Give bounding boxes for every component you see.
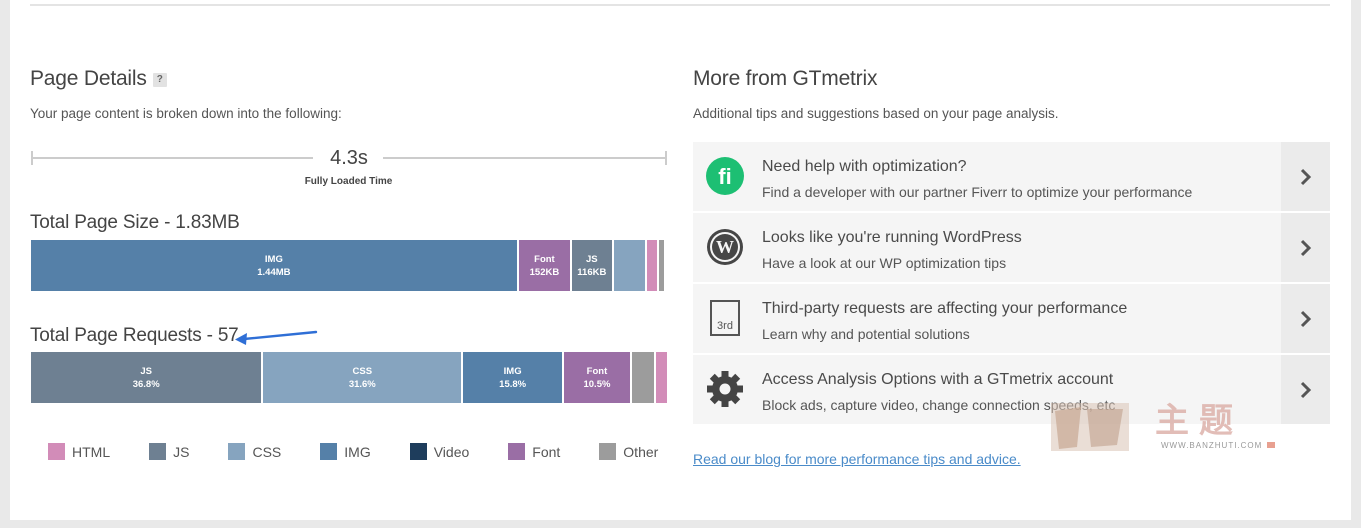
legend-item-css: CSS (228, 443, 281, 460)
legend-swatch (409, 443, 427, 460)
help-icon[interactable]: ? (152, 73, 167, 87)
chevron-right-icon[interactable] (1281, 355, 1330, 424)
annotation-arrow (235, 330, 318, 345)
legend-label: JS (173, 443, 190, 460)
legend-swatch (508, 443, 526, 460)
tip-analysis-options[interactable]: Access Analysis Options with a GTmetrix … (693, 355, 1330, 426)
size-segment-js[interactable]: JS 116KB (572, 240, 612, 291)
total-page-requests-title: Total Page Requests - 57 (30, 325, 239, 346)
chevron-right-icon[interactable] (1281, 213, 1330, 282)
legend-item-other: Other (599, 443, 658, 460)
size-segment-4[interactable] (647, 240, 657, 291)
wordpress-icon: W (707, 229, 743, 265)
legend-swatch (48, 443, 65, 460)
timeline-line-right (383, 157, 667, 159)
tip-title: Need help with optimization? (762, 158, 967, 175)
requests-segment-img[interactable]: IMG 15.8% (463, 352, 563, 403)
tip-title: Third-party requests are affecting your … (762, 300, 1128, 317)
tip-desc: Have a look at our WP optimization tips (762, 255, 1007, 271)
watermark-mark (1267, 442, 1275, 448)
tip-optimization-help[interactable]: fi Need help with optimization? Find a d… (693, 142, 1330, 213)
tips-list: fi Need help with optimization? Find a d… (693, 142, 1330, 426)
segment-value: 31.6% (348, 378, 376, 390)
segment-value: 116KB (577, 266, 607, 278)
tip-title: Access Analysis Options with a GTmetrix … (762, 371, 1114, 388)
segment-value: 10.5% (583, 378, 611, 390)
legend-item-video: Video (409, 443, 470, 460)
legend-label: Other (623, 443, 659, 460)
blog-link[interactable]: Read our blog for more performance tips … (693, 451, 1021, 467)
tip-desc: Learn why and potential solutions (762, 326, 970, 342)
svg-text:fi: fi (718, 164, 731, 189)
svg-text:W: W (716, 237, 734, 257)
third-party-icon: 3rd (710, 300, 740, 336)
legend-item-img: IMG (320, 443, 371, 460)
gear-icon (707, 371, 743, 407)
segment-value: 36.8% (132, 378, 160, 390)
requests-segment-4[interactable] (631, 352, 654, 403)
chevron-right-icon[interactable] (1281, 142, 1330, 211)
segment-label: IMG (264, 253, 283, 265)
chevron-right-icon[interactable] (1281, 284, 1330, 353)
timeline-end-cap (665, 151, 667, 165)
legend-item-font: Font (508, 443, 560, 460)
page-details-title: Page Details? (30, 67, 167, 91)
legend-swatch (599, 443, 617, 460)
tip-desc: Find a developer with our partner Fiverr… (762, 184, 1193, 200)
legend-item-html: HTML (48, 443, 110, 460)
legend-swatch (149, 443, 167, 460)
divider (30, 4, 1330, 6)
segment-label: JS (586, 253, 598, 265)
legend-swatch (228, 443, 246, 460)
page-details-heading: Page Details (30, 67, 147, 90)
segment-label: CSS (352, 365, 373, 377)
size-segment-5[interactable] (658, 240, 664, 291)
segment-value: 1.44MB (257, 266, 291, 278)
segment-value: 15.8% (499, 378, 527, 390)
requests-segment-font[interactable]: Font 10.5% (564, 352, 630, 403)
page-details-description: Your page content is broken down into th… (30, 106, 342, 121)
legend: HTML JS CSS IMG Video Font Other (48, 443, 697, 460)
legend-label: Video (433, 443, 470, 460)
fully-loaded-label: Fully Loaded Time (304, 176, 393, 187)
requests-segment-js[interactable]: JS 36.8% (31, 352, 262, 403)
fiverr-icon: fi (706, 157, 744, 195)
size-segment-font[interactable]: Font 152KB (518, 240, 571, 291)
tip-wordpress[interactable]: W Looks like you're running WordPress Ha… (693, 213, 1330, 284)
tip-third-party[interactable]: 3rd Third-party requests are affecting y… (693, 284, 1330, 355)
size-segment-img[interactable]: IMG 1.44MB (31, 240, 517, 291)
legend-label: CSS (252, 443, 282, 460)
legend-label: Font (532, 443, 561, 460)
segment-value: 152KB (529, 266, 560, 278)
timeline-line-left (31, 157, 313, 159)
legend-label: IMG (344, 443, 371, 460)
legend-item-js: JS (149, 443, 189, 460)
fully-loaded-value: 4.3s (330, 147, 368, 169)
legend-label: HTML (72, 443, 111, 460)
tip-title: Looks like you're running WordPress (762, 229, 1022, 246)
watermark-url: WWW.BANZHUTI.COM (1161, 441, 1263, 450)
more-description: Additional tips and suggestions based on… (693, 106, 1059, 121)
more-title: More from GTmetrix (693, 67, 878, 90)
segment-label: Font (534, 253, 555, 265)
requests-segment-css[interactable]: CSS 31.6% (263, 352, 462, 403)
tip-desc: Block ads, capture video, change connect… (762, 397, 1116, 413)
svg-text:3rd: 3rd (717, 320, 733, 332)
segment-label: Font (586, 365, 608, 377)
watermark-logo (1051, 403, 1129, 451)
total-page-size-title: Total Page Size - 1.83MB (30, 212, 240, 233)
segment-label: JS (140, 365, 152, 377)
page-size-bar: IMG 1.44MB Font 152KB JS 116KB (31, 240, 667, 291)
page-requests-bar: JS 36.8% CSS 31.6% IMG 15.8% Font 10.5% (31, 352, 667, 403)
fully-loaded-timeline: 4.3s (31, 147, 667, 169)
watermark-text: 主题 (1155, 401, 1243, 441)
size-segment-3[interactable] (613, 240, 646, 291)
legend-swatch (320, 443, 338, 460)
watermark: 主题 WWW.BANZHUTI.COM (1047, 397, 1277, 457)
segment-label: IMG (503, 365, 522, 377)
requests-segment-5[interactable] (655, 352, 667, 403)
